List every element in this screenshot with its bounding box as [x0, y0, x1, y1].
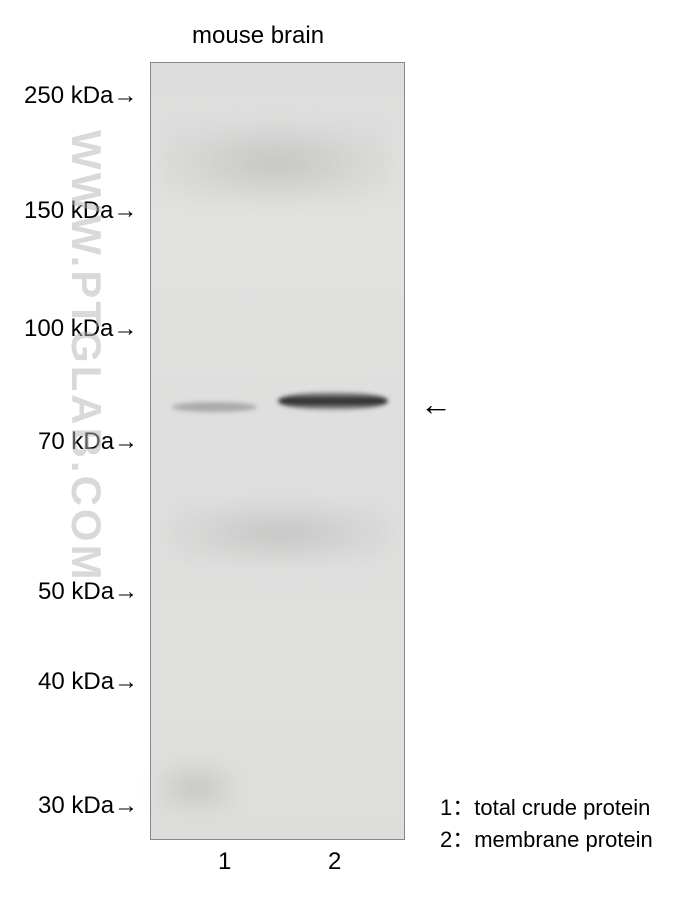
western-blot-figure: mouse brain 250 kDa→150 kDa→100 kDa→70 k… — [0, 0, 700, 903]
sample-label: mouse brain — [192, 22, 324, 50]
blot-membrane — [150, 62, 405, 840]
lane-label: 1 — [218, 848, 231, 876]
background-smudge — [161, 123, 391, 203]
legend-entry: 2：membrane protein — [440, 822, 653, 854]
band-arrow-indicator: ← — [420, 386, 452, 423]
watermark-text: WWW.PTGLAB.COM — [62, 130, 110, 583]
lane-label: 2 — [328, 848, 341, 876]
background-smudge — [171, 503, 391, 563]
legend-entry: 1：total crude protein — [440, 790, 650, 822]
mw-marker: 30 kDa→ — [38, 792, 138, 820]
protein-band-faint — [172, 402, 257, 412]
mw-marker: 40 kDa→ — [38, 668, 138, 696]
mw-marker: 250 kDa→ — [24, 82, 137, 110]
background-smudge — [156, 763, 236, 813]
protein-band-strong — [278, 392, 388, 410]
